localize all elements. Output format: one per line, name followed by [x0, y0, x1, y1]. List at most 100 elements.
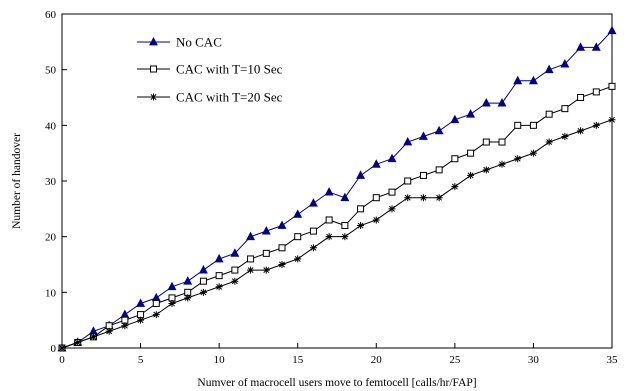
data-point — [199, 277, 207, 285]
data-point — [497, 98, 507, 107]
data-point — [419, 171, 427, 179]
x-tick-label: 0 — [59, 354, 65, 366]
data-point — [577, 127, 585, 135]
x-tick-label: 20 — [371, 354, 383, 366]
data-point — [513, 75, 523, 85]
data-point — [294, 233, 302, 241]
data-point — [372, 194, 380, 202]
data-point — [247, 266, 255, 274]
data-point — [168, 299, 176, 307]
data-point — [387, 153, 397, 163]
data-point — [481, 98, 491, 107]
data-point — [529, 121, 537, 129]
data-point — [150, 93, 157, 101]
data-point — [294, 255, 302, 263]
data-point — [356, 170, 366, 179]
data-point — [467, 171, 475, 179]
data-point — [231, 277, 239, 285]
legend-item: CAC with T=20 Sec — [137, 90, 283, 105]
data-point — [419, 194, 427, 202]
data-point — [340, 192, 350, 202]
data-point — [262, 266, 270, 274]
series-3 — [58, 116, 616, 352]
axis-ticks: 0 5 10 15 20 25 30 35 0 10 20 30 40 50 60 — [45, 9, 618, 366]
legend-item: No CAC — [137, 35, 222, 50]
data-point — [357, 222, 365, 230]
legend-label: CAC with T=20 Sec — [176, 90, 283, 105]
x-axis-label: Numver of macrocell users move to femtoc… — [197, 377, 476, 389]
data-point — [576, 42, 586, 51]
data-point — [608, 82, 616, 90]
data-point — [308, 198, 318, 207]
data-point — [278, 261, 286, 268]
data-point — [561, 105, 569, 113]
data-point — [544, 64, 554, 74]
data-point — [121, 322, 129, 330]
y-tick-label: 60 — [45, 9, 57, 21]
data-point — [183, 276, 193, 285]
y-tick-label: 50 — [45, 65, 57, 77]
data-point — [545, 110, 553, 118]
y-tick-label: 40 — [45, 120, 57, 132]
data-point — [388, 188, 396, 196]
data-point — [404, 177, 412, 185]
data-point — [592, 121, 600, 129]
data-point — [577, 94, 585, 101]
legend: No CAC CAC with T=10 Sec CAC with T=20 Sec — [137, 35, 283, 105]
y-tick-label: 0 — [51, 343, 57, 355]
data-point — [341, 233, 349, 241]
data-point — [215, 283, 223, 291]
x-tick-label: 35 — [607, 354, 619, 366]
data-point — [247, 255, 255, 263]
y-tick-label: 20 — [45, 232, 57, 244]
data-point — [451, 183, 459, 191]
series-2 — [58, 82, 616, 352]
data-point — [435, 166, 443, 174]
legend-label: No CAC — [176, 35, 222, 50]
data-point — [450, 114, 460, 124]
data-point — [325, 233, 333, 241]
data-point — [230, 248, 240, 257]
data-point — [498, 160, 506, 168]
data-point — [371, 159, 381, 168]
data-point — [529, 149, 537, 157]
data-point — [403, 136, 413, 146]
legend-label: CAC with T=10 Sec — [176, 62, 283, 77]
plot-area — [61, 13, 613, 349]
data-point — [231, 266, 239, 274]
data-point — [261, 226, 271, 235]
data-point — [74, 338, 82, 346]
y-axis-label: Number of handover — [11, 133, 23, 229]
data-point — [514, 155, 522, 163]
data-point — [357, 205, 365, 213]
data-point — [451, 155, 459, 163]
data-point — [372, 216, 380, 224]
data-point — [466, 109, 476, 118]
data-point — [262, 249, 270, 257]
data-point — [149, 36, 158, 46]
data-point — [514, 121, 522, 129]
data-point — [404, 194, 412, 202]
legend-item: CAC with T=10 Sec — [137, 62, 283, 77]
data-point — [214, 253, 224, 263]
data-point — [278, 244, 286, 252]
data-point — [136, 298, 146, 307]
x-tick-label: 5 — [138, 354, 144, 366]
data-point — [528, 75, 538, 85]
data-point — [561, 132, 569, 140]
data-point — [137, 316, 145, 324]
data-point — [89, 333, 97, 341]
data-point — [277, 220, 287, 229]
data-point — [152, 311, 160, 319]
x-tick-label: 15 — [292, 354, 304, 366]
data-point — [592, 88, 600, 96]
data-point — [199, 288, 207, 296]
data-point — [560, 59, 570, 68]
x-tick-label: 30 — [528, 354, 540, 366]
data-point — [58, 344, 66, 352]
data-point — [325, 216, 333, 224]
data-point — [388, 205, 396, 213]
data-point — [482, 138, 490, 146]
data-point — [246, 231, 256, 241]
